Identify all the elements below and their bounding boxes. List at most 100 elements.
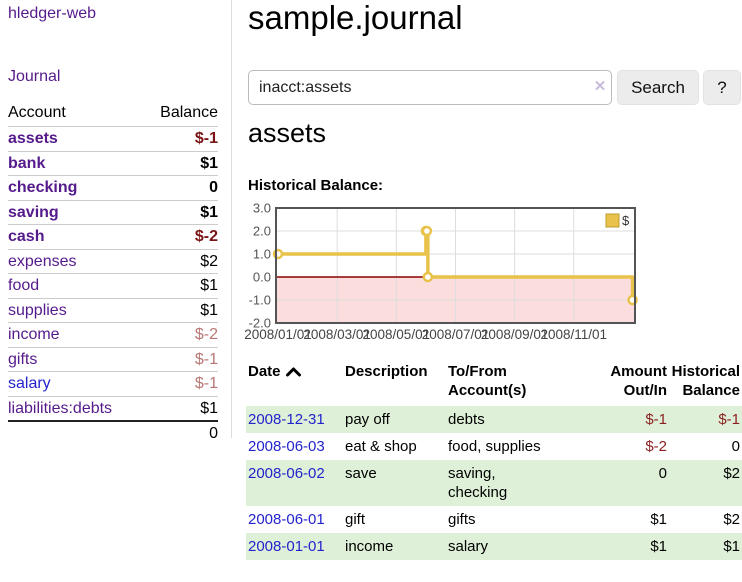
register-row: 2008-12-31 pay off debts $-1 $-1 bbox=[246, 406, 742, 433]
x-axis-tick-label: 2008/11/01 bbox=[541, 327, 608, 342]
register-row: 2008-06-01 gift gifts $1 $2 bbox=[246, 506, 742, 533]
y-axis-tick-label: 1.0 bbox=[253, 247, 271, 262]
transaction-amount: 0 bbox=[658, 465, 667, 482]
y-axis-tick-label: 0.0 bbox=[253, 270, 271, 285]
x-axis-tick-label: 2008/07/01 bbox=[422, 327, 490, 342]
account-balance: $2 bbox=[142, 248, 218, 274]
transaction-balance: $1 bbox=[723, 538, 740, 555]
clear-search-icon[interactable]: ✕ bbox=[593, 78, 607, 95]
accounts-total-row: 0 bbox=[8, 420, 218, 446]
account-link-bank[interactable]: bank bbox=[8, 154, 46, 172]
data-point-marker bbox=[422, 271, 434, 283]
register-row: 2008-01-01 income salary $1 $1 bbox=[246, 533, 742, 560]
search-input[interactable] bbox=[248, 70, 612, 105]
account-row: salary $-1 bbox=[8, 371, 218, 396]
sidebar-divider bbox=[231, 0, 232, 438]
transaction-description: save bbox=[345, 465, 377, 482]
account-balance: $-2 bbox=[142, 322, 218, 347]
register-header-date-label: Date bbox=[248, 363, 281, 380]
transaction-date-link[interactable]: 2008-01-01 bbox=[248, 538, 325, 555]
account-balance: $1 bbox=[142, 395, 218, 421]
transaction-date-link[interactable]: 2008-06-03 bbox=[248, 438, 325, 455]
account-row: supplies $1 bbox=[8, 297, 218, 323]
help-button[interactable]: ? bbox=[703, 70, 741, 105]
transaction-description: pay off bbox=[345, 411, 390, 428]
account-link-income[interactable]: income bbox=[8, 326, 60, 343]
page-title: sample.journal bbox=[248, 0, 463, 36]
accounts-header-account: Account bbox=[8, 104, 66, 121]
account-link-saving[interactable]: saving bbox=[8, 203, 59, 221]
account-link-assets[interactable]: assets bbox=[8, 130, 58, 147]
account-link-supplies[interactable]: supplies bbox=[8, 301, 67, 319]
transaction-date-link[interactable]: 2008-06-01 bbox=[248, 511, 325, 528]
y-axis-tick-label: -2.0 bbox=[249, 316, 271, 331]
account-link-liabilities-debts[interactable]: liabilities:debts bbox=[8, 399, 113, 417]
y-axis-tick-label: -1.0 bbox=[249, 293, 271, 308]
register-row: 2008-06-02 save saving, checking 0 $2 bbox=[246, 460, 742, 506]
transaction-accounts: saving, checking bbox=[448, 465, 508, 501]
sort-ascending-icon bbox=[285, 363, 301, 382]
register-table: Date Description To/From Account(s) Amou… bbox=[246, 360, 742, 560]
account-balance: $1 bbox=[142, 150, 218, 176]
transaction-balance: $2 bbox=[723, 465, 740, 482]
account-link-food[interactable]: food bbox=[8, 277, 40, 294]
account-row: income $-2 bbox=[8, 322, 218, 347]
transaction-accounts: food, supplies bbox=[448, 438, 541, 455]
accounts-table: Account Balance assets $-1 bank $1 check… bbox=[8, 101, 218, 446]
register-row: 2008-06-03 eat & shop food, supplies $-2… bbox=[246, 433, 742, 460]
historical-balance-label: Historical Balance: bbox=[248, 177, 384, 194]
register-header-balance: Historical Balance bbox=[671, 363, 740, 399]
account-link-expenses[interactable]: expenses bbox=[8, 252, 77, 270]
account-balance: $-1 bbox=[142, 346, 218, 372]
account-link-cash[interactable]: cash bbox=[8, 228, 45, 245]
account-balance: 0 bbox=[142, 175, 218, 200]
account-link-salary[interactable]: salary bbox=[8, 375, 51, 392]
account-row: gifts $-1 bbox=[8, 346, 218, 372]
transaction-description: eat & shop bbox=[345, 438, 417, 455]
legend-swatch bbox=[605, 213, 620, 228]
transaction-amount: $1 bbox=[650, 511, 667, 528]
register-header-date[interactable]: Date bbox=[246, 360, 343, 406]
x-axis-tick-label: 2008/05/01 bbox=[363, 327, 431, 342]
account-link-gifts[interactable]: gifts bbox=[8, 350, 38, 368]
transaction-balance: $2 bbox=[723, 511, 740, 528]
account-balance: $-2 bbox=[142, 224, 218, 249]
transaction-balance: 0 bbox=[731, 438, 740, 455]
transaction-amount: $-1 bbox=[645, 411, 667, 428]
brand-link[interactable]: hledger-web bbox=[8, 5, 97, 22]
legend-label: $ bbox=[622, 213, 630, 228]
account-balance: $1 bbox=[142, 297, 218, 323]
y-axis-tick-label: 2.0 bbox=[253, 224, 271, 239]
x-axis-tick-label: 2008/01/01 bbox=[244, 327, 312, 342]
account-balance: $1 bbox=[142, 199, 218, 225]
account-link-checking[interactable]: checking bbox=[8, 179, 78, 196]
account-heading: assets bbox=[248, 118, 327, 148]
accounts-header-balance: Balance bbox=[160, 104, 218, 121]
transaction-accounts: salary bbox=[448, 538, 489, 555]
x-axis-tick-label: 2008/09/01 bbox=[481, 327, 549, 342]
sidebar-item-journal[interactable]: Journal bbox=[8, 68, 61, 85]
account-row: food $1 bbox=[8, 273, 218, 298]
accounts-total-balance: 0 bbox=[142, 420, 218, 446]
account-row: saving $1 bbox=[8, 199, 218, 225]
register-header-description: Description bbox=[345, 363, 428, 380]
search-button[interactable]: Search bbox=[617, 70, 699, 105]
transaction-accounts: gifts bbox=[448, 511, 476, 528]
transaction-balance: $-1 bbox=[718, 411, 740, 428]
account-balance: $-1 bbox=[142, 371, 218, 396]
account-row: assets $-1 bbox=[8, 126, 218, 151]
transaction-date-link[interactable]: 2008-06-02 bbox=[248, 465, 325, 482]
register-header-amount: Amount Out/In bbox=[610, 363, 667, 399]
data-point-marker bbox=[421, 225, 433, 237]
plot-border bbox=[275, 207, 636, 324]
x-axis-tick-label: 2008/03/01 bbox=[303, 327, 371, 342]
register-header-tofrom: To/From Account(s) bbox=[448, 363, 527, 399]
account-row: cash $-2 bbox=[8, 224, 218, 249]
account-row: checking 0 bbox=[8, 175, 218, 200]
account-balance: $1 bbox=[142, 273, 218, 298]
transaction-date-link[interactable]: 2008-12-31 bbox=[248, 411, 325, 428]
transaction-amount: $1 bbox=[650, 538, 667, 555]
historical-balance-chart: $3.0 2.0 1.0 0.0 -1.0 -2.02008/01/012008/03/0… bbox=[244, 202, 638, 342]
transaction-description: gift bbox=[345, 511, 366, 528]
